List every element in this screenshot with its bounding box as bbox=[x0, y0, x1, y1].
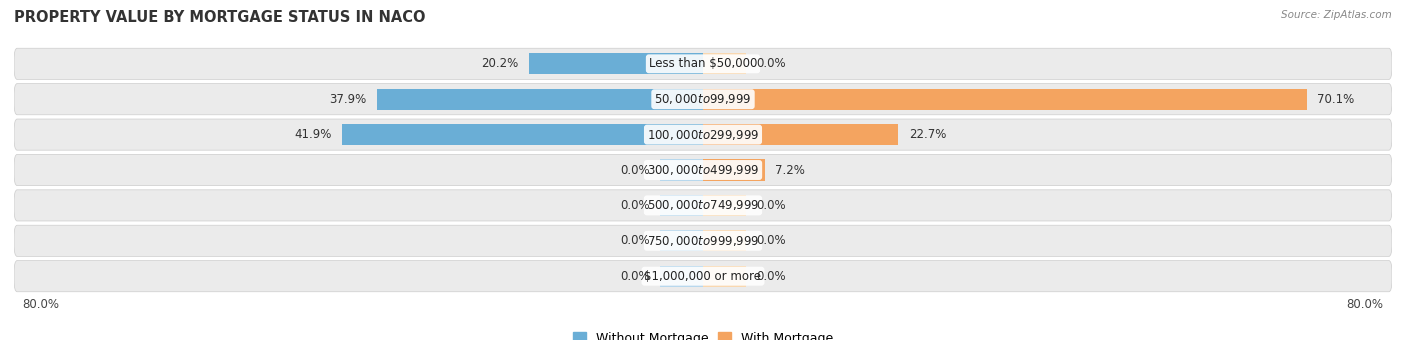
Text: $1,000,000 or more: $1,000,000 or more bbox=[644, 270, 762, 283]
Text: 0.0%: 0.0% bbox=[620, 234, 650, 247]
Bar bbox=[703, 159, 765, 181]
Bar bbox=[703, 89, 1306, 110]
Text: 0.0%: 0.0% bbox=[620, 164, 650, 176]
Text: 0.0%: 0.0% bbox=[620, 199, 650, 212]
Text: 80.0%: 80.0% bbox=[22, 298, 59, 311]
Bar bbox=[703, 124, 898, 145]
FancyBboxPatch shape bbox=[14, 84, 1392, 115]
Bar bbox=[529, 53, 703, 74]
Text: 0.0%: 0.0% bbox=[756, 270, 786, 283]
FancyBboxPatch shape bbox=[14, 190, 1392, 221]
Text: PROPERTY VALUE BY MORTGAGE STATUS IN NACO: PROPERTY VALUE BY MORTGAGE STATUS IN NAC… bbox=[14, 10, 426, 25]
Bar bbox=[703, 195, 747, 216]
Text: Source: ZipAtlas.com: Source: ZipAtlas.com bbox=[1281, 10, 1392, 20]
Bar bbox=[659, 230, 703, 251]
Bar bbox=[659, 266, 703, 287]
Text: $50,000 to $99,999: $50,000 to $99,999 bbox=[654, 92, 752, 106]
Text: 7.2%: 7.2% bbox=[775, 164, 806, 176]
Bar bbox=[703, 230, 747, 251]
Text: 22.7%: 22.7% bbox=[908, 128, 946, 141]
Text: 41.9%: 41.9% bbox=[294, 128, 332, 141]
Text: 80.0%: 80.0% bbox=[1347, 298, 1384, 311]
Legend: Without Mortgage, With Mortgage: Without Mortgage, With Mortgage bbox=[568, 327, 838, 340]
Text: 0.0%: 0.0% bbox=[756, 57, 786, 70]
Text: $100,000 to $299,999: $100,000 to $299,999 bbox=[647, 128, 759, 141]
Bar bbox=[703, 53, 747, 74]
Bar bbox=[659, 159, 703, 181]
Text: $500,000 to $749,999: $500,000 to $749,999 bbox=[647, 199, 759, 212]
FancyBboxPatch shape bbox=[14, 154, 1392, 186]
Text: $300,000 to $499,999: $300,000 to $499,999 bbox=[647, 163, 759, 177]
Bar bbox=[342, 124, 703, 145]
Text: 0.0%: 0.0% bbox=[620, 270, 650, 283]
Text: 37.9%: 37.9% bbox=[329, 93, 367, 106]
FancyBboxPatch shape bbox=[14, 48, 1392, 79]
Bar bbox=[659, 195, 703, 216]
Text: Less than $50,000: Less than $50,000 bbox=[648, 57, 758, 70]
Text: 20.2%: 20.2% bbox=[481, 57, 519, 70]
Bar bbox=[377, 89, 703, 110]
Text: 0.0%: 0.0% bbox=[756, 199, 786, 212]
FancyBboxPatch shape bbox=[14, 119, 1392, 150]
FancyBboxPatch shape bbox=[14, 261, 1392, 292]
Text: $750,000 to $999,999: $750,000 to $999,999 bbox=[647, 234, 759, 248]
Text: 70.1%: 70.1% bbox=[1317, 93, 1354, 106]
Bar bbox=[703, 266, 747, 287]
FancyBboxPatch shape bbox=[14, 225, 1392, 256]
Text: 0.0%: 0.0% bbox=[756, 234, 786, 247]
